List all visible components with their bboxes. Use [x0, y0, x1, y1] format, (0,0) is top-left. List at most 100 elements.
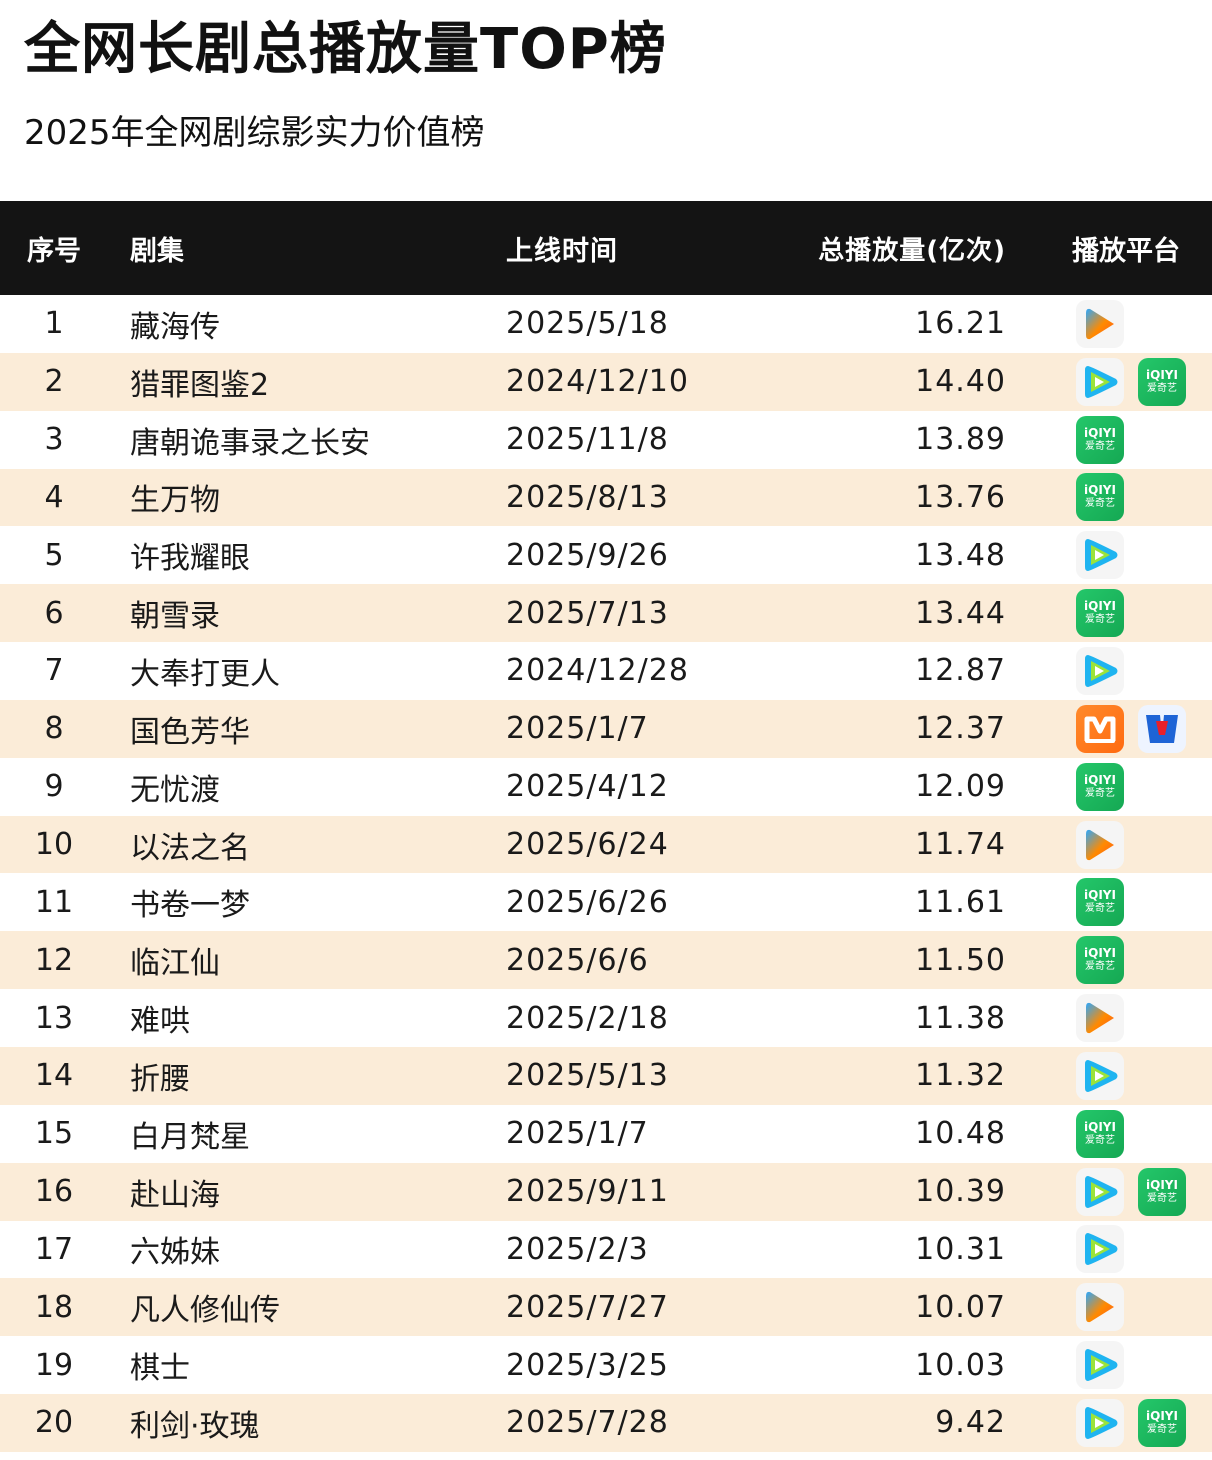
rank-number: 14	[34, 1058, 74, 1094]
table-body: 1 藏海传 2025/5/18 16.21 2 猎罪图鉴2 2024/12/10 14.40 i…	[0, 295, 1212, 1452]
platform-logos: iQIYI 爱奇艺	[1006, 936, 1124, 985]
table-row: 14 折腰 2025/5/13 11.32	[0, 1046, 1212, 1105]
release-date: 2025/2/3	[506, 1231, 649, 1267]
rank-number: 2	[44, 364, 64, 400]
tencent-video-logo-icon	[1076, 1167, 1124, 1216]
tencent-video-logo-icon	[1076, 1398, 1124, 1447]
header-name: 剧集	[130, 235, 184, 267]
rank-number: 1	[44, 306, 64, 342]
drama-title: 棋士	[130, 1351, 190, 1387]
table-row: 6 朝雪录 2025/7/13 13.44 iQIYI 爱奇艺	[0, 584, 1212, 643]
drama-title: 利剑·玫瑰	[130, 1408, 260, 1444]
iqiyi-logo-icon: iQIYI 爱奇艺	[1076, 473, 1124, 522]
tencent-video-logo-icon	[1076, 646, 1124, 695]
total-plays: 13.48	[915, 537, 1006, 573]
youku-logo-icon	[1076, 820, 1124, 869]
rank-number: 10	[34, 827, 74, 863]
release-date: 2025/2/18	[506, 1000, 669, 1036]
drama-title: 书卷一梦	[130, 888, 250, 924]
table-row: 9 无忧渡 2025/4/12 12.09 iQIYI 爱奇艺	[0, 758, 1212, 816]
iqiyi-logo-icon: iQIYI 爱奇艺	[1076, 878, 1124, 927]
drama-title: 朝雪录	[130, 599, 220, 635]
drama-title: 难哄	[130, 1004, 190, 1040]
rank-number: 3	[44, 422, 64, 458]
rank-number: 5	[44, 537, 64, 573]
table-header: 序号 剧集 上线时间 总播放量(亿次) 播放平台	[0, 201, 1212, 295]
total-plays: 10.39	[915, 1174, 1006, 1210]
release-date: 2025/6/6	[506, 942, 649, 978]
rank-number: 20	[34, 1405, 74, 1441]
youku-logo-icon	[1076, 1283, 1124, 1332]
rank-number: 11	[34, 884, 74, 920]
platform-logos	[1006, 299, 1124, 348]
iqiyi-logo-text: iQIYI	[1084, 483, 1116, 498]
iqiyi-logo-text: iQIYI	[1084, 599, 1116, 614]
table-row: 4 生万物 2025/8/13 13.76 iQIYI 爱奇艺	[0, 468, 1212, 527]
platform-logos: iQIYI 爱奇艺	[1006, 473, 1124, 522]
platform-logos	[1006, 1283, 1124, 1332]
total-plays: 16.21	[915, 306, 1006, 342]
iqiyi-logo-text-cn: 爱奇艺	[1147, 1192, 1177, 1204]
platform-logos	[1006, 1341, 1124, 1390]
platform-logos: iQIYI 爱奇艺	[1006, 589, 1124, 638]
release-date: 2025/9/11	[506, 1174, 669, 1210]
tencent-video-logo-icon	[1076, 1341, 1124, 1390]
platform-logos	[1006, 820, 1124, 869]
drama-title: 国色芳华	[130, 714, 250, 750]
rank-number: 7	[44, 653, 64, 689]
table-row: 10 以法之名 2025/6/24 11.74	[0, 815, 1212, 874]
table-row: 1 藏海传 2025/5/18 16.21	[0, 295, 1212, 353]
drama-title: 白月梵星	[130, 1119, 250, 1155]
iqiyi-logo-text: iQIYI	[1084, 888, 1116, 903]
table-row: 13 难哄 2025/2/18 11.38	[0, 989, 1212, 1047]
iqiyi-logo-icon: iQIYI 爱奇艺	[1076, 415, 1124, 464]
rank-number: 19	[34, 1347, 74, 1383]
iqiyi-logo-text: iQIYI	[1084, 425, 1116, 440]
rank-number: 8	[44, 711, 64, 747]
iqiyi-logo-icon: iQIYI 爱奇艺	[1076, 589, 1124, 638]
total-plays: 14.40	[915, 364, 1006, 400]
table-row: 17 六姊妹 2025/2/3 10.31	[0, 1221, 1212, 1279]
drama-title: 藏海传	[130, 309, 220, 345]
drama-title: 凡人修仙传	[130, 1293, 280, 1329]
iqiyi-logo-text: iQIYI	[1084, 772, 1116, 787]
total-plays: 13.76	[915, 479, 1006, 515]
page-subtitle: 2025年全网剧综影实力价值榜	[24, 113, 485, 153]
rank-number: 9	[44, 769, 64, 805]
platform-logos	[1006, 994, 1124, 1043]
tencent-video-logo-icon	[1076, 1225, 1124, 1274]
release-date: 2025/11/8	[506, 422, 669, 458]
platform-logos	[1006, 1051, 1124, 1100]
total-plays: 13.89	[915, 422, 1006, 458]
total-plays: 10.07	[915, 1289, 1006, 1325]
release-date: 2025/6/24	[506, 827, 669, 863]
platform-logos: iQIYI 爱奇艺	[1006, 415, 1124, 464]
youku-logo-icon	[1076, 299, 1124, 348]
total-plays: 10.48	[915, 1116, 1006, 1152]
table-row: 19 棋士 2025/3/25 10.03	[0, 1336, 1212, 1394]
total-plays: 12.09	[915, 769, 1006, 805]
iqiyi-logo-text: iQIYI	[1146, 1177, 1178, 1192]
rank-number: 13	[34, 1000, 74, 1036]
table-row: 11 书卷一梦 2025/6/26 11.61 iQIYI 爱奇艺	[0, 873, 1212, 931]
release-date: 2025/9/26	[506, 537, 669, 573]
total-plays: 11.32	[915, 1058, 1006, 1094]
iqiyi-logo-text-cn: 爱奇艺	[1085, 498, 1115, 510]
header-date: 上线时间	[506, 235, 618, 267]
platform-logos: iQIYI 爱奇艺	[1006, 1109, 1124, 1158]
iqiyi-logo-text-cn: 爱奇艺	[1085, 961, 1115, 973]
drama-title: 以法之名	[130, 830, 250, 866]
table-row: 5 许我耀眼 2025/9/26 13.48	[0, 526, 1212, 584]
drama-title: 唐朝诡事录之长安	[130, 425, 370, 461]
cctv-logo-icon	[1138, 704, 1186, 753]
ranking-table: 序号 剧集 上线时间 总播放量(亿次) 播放平台 1 藏海传 2025/5/18 16…	[0, 201, 1212, 1452]
table-row: 8 国色芳华 2025/1/7 12.37	[0, 699, 1212, 758]
total-plays: 10.03	[915, 1347, 1006, 1383]
release-date: 2025/7/13	[506, 595, 669, 631]
mgtv-logo-icon	[1076, 704, 1124, 753]
iqiyi-logo-text-cn: 爱奇艺	[1085, 614, 1115, 626]
rank-number: 12	[34, 942, 74, 978]
total-plays: 11.38	[915, 1000, 1006, 1036]
platform-logos	[1006, 646, 1124, 695]
platform-logos: iQIYI 爱奇艺	[1006, 1167, 1186, 1216]
